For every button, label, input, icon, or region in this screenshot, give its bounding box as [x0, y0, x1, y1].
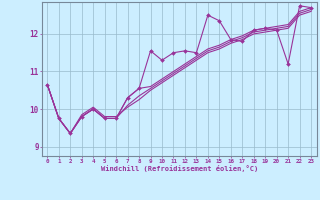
- X-axis label: Windchill (Refroidissement éolien,°C): Windchill (Refroidissement éolien,°C): [100, 165, 258, 172]
